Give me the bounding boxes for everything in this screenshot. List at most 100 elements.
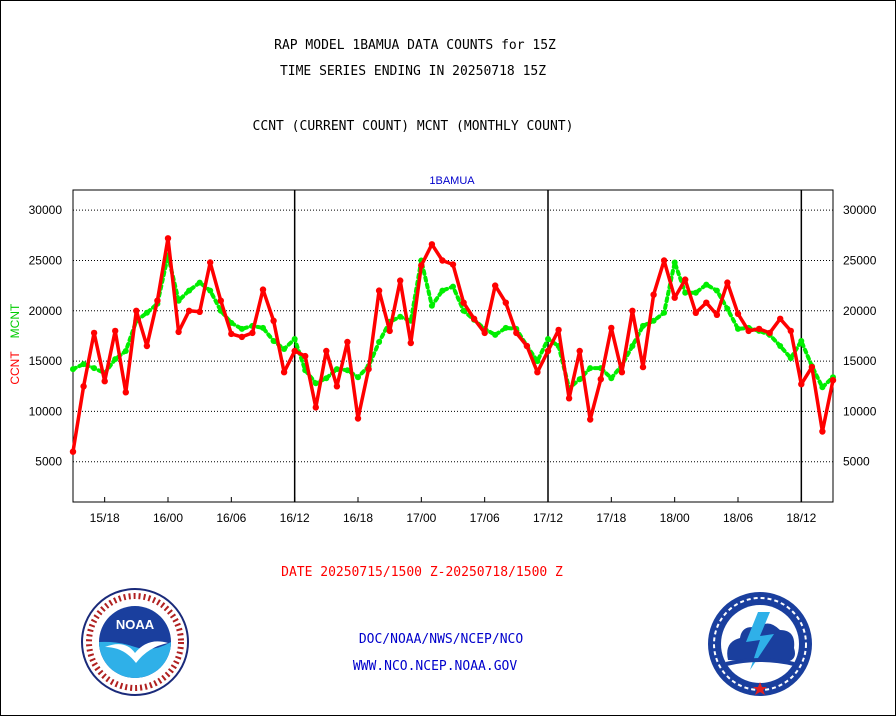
- data-point-mcnt: [661, 309, 668, 316]
- data-point-mcnt: [787, 355, 794, 362]
- data-point-ccnt: [386, 327, 393, 335]
- data-point-ccnt: [90, 329, 98, 337]
- data-point-ccnt: [587, 416, 594, 423]
- data-point-mcnt: [439, 287, 446, 294]
- noaa-logo-text: NOAA: [116, 617, 155, 632]
- y-tick-label-left: 5000: [35, 455, 62, 469]
- x-tick-label: 16/00: [153, 511, 183, 525]
- data-point-mcnt: [397, 313, 404, 320]
- data-point-ccnt: [671, 294, 678, 301]
- data-point-mcnt: [576, 376, 583, 383]
- data-point-ccnt: [502, 299, 509, 306]
- data-point-ccnt: [164, 235, 172, 242]
- data-point-mcnt: [186, 287, 193, 294]
- x-tick-label: 18/00: [660, 511, 690, 525]
- data-point-mcnt: [682, 289, 689, 296]
- chart-header-line3: CCNT (CURRENT COUNT) MCNT (MONTHLY COUNT…: [252, 119, 574, 134]
- data-point-mcnt: [692, 289, 699, 296]
- data-point-mcnt: [428, 302, 435, 309]
- y-tick-label-right: 30000: [843, 203, 877, 217]
- x-tick-label: 15/18: [90, 511, 120, 525]
- data-point-mcnt: [281, 346, 288, 352]
- data-point-ccnt: [407, 339, 414, 347]
- data-point-mcnt: [534, 358, 541, 365]
- y-tick-label-right: 5000: [843, 455, 870, 469]
- y-tick-label-right: 10000: [843, 404, 877, 418]
- data-point-ccnt: [143, 342, 151, 350]
- data-point-ccnt: [555, 326, 562, 334]
- data-point-mcnt: [819, 384, 826, 391]
- data-point-ccnt: [576, 347, 583, 355]
- x-tick-label: 16/12: [280, 511, 310, 525]
- data-point-ccnt: [660, 257, 668, 264]
- data-point-ccnt: [428, 241, 436, 248]
- data-point-mcnt: [143, 309, 150, 316]
- data-point-ccnt: [724, 279, 731, 286]
- data-point-ccnt: [597, 376, 604, 383]
- y-tick-label-left: 30000: [29, 203, 63, 217]
- y-tick-label-right: 25000: [843, 253, 877, 267]
- series-line-ccnt: [71, 236, 835, 452]
- data-point-mcnt: [312, 380, 319, 387]
- data-point-ccnt: [608, 324, 615, 332]
- y-tick-label-left: 20000: [29, 304, 63, 318]
- data-point-ccnt: [302, 352, 309, 360]
- data-point-mcnt: [460, 307, 467, 314]
- x-tick-label: 16/06: [216, 511, 246, 525]
- data-point-mcnt: [70, 366, 76, 373]
- data-point-mcnt: [650, 317, 657, 324]
- chart-header-line2: TIME SERIES ENDING IN 20250718 15Z: [279, 64, 547, 79]
- data-point-mcnt: [608, 375, 615, 382]
- y-tick-label-left: 25000: [29, 253, 63, 267]
- data-point-mcnt: [344, 367, 351, 374]
- data-point-mcnt: [492, 331, 499, 338]
- x-tick-label: 17/12: [533, 511, 563, 525]
- data-point-ccnt: [734, 310, 742, 317]
- data-point-mcnt: [207, 287, 214, 294]
- data-point-mcnt: [629, 343, 636, 349]
- data-point-mcnt: [333, 366, 340, 373]
- data-point-mcnt: [91, 365, 98, 372]
- data-point-ccnt: [481, 329, 488, 337]
- data-point-ccnt: [154, 297, 161, 304]
- data-point-mcnt: [545, 336, 551, 342]
- data-point-ccnt: [112, 327, 119, 335]
- data-point-ccnt: [798, 381, 805, 388]
- data-point-ccnt: [755, 325, 763, 333]
- data-point-ccnt: [682, 276, 689, 283]
- data-point-ccnt: [185, 307, 193, 314]
- data-point-mcnt: [291, 336, 298, 342]
- footer-url-link[interactable]: WWW.NCO.NCEP.NOAA.GOV: [352, 659, 518, 674]
- x-tick-label: 18/06: [723, 511, 753, 525]
- chart-title: 1BAMUA: [429, 175, 475, 187]
- grid-layer: [73, 209, 833, 463]
- data-point-ccnt: [365, 365, 372, 373]
- data-point-ccnt: [375, 287, 383, 294]
- data-point-mcnt: [640, 322, 646, 329]
- data-point-ccnt: [766, 329, 773, 337]
- data-point-ccnt: [470, 315, 478, 322]
- series-line-mcnt: [71, 253, 835, 391]
- series-layer: [69, 235, 837, 455]
- data-point-ccnt: [534, 369, 541, 376]
- data-point-mcnt: [196, 279, 203, 286]
- data-point-ccnt: [565, 395, 573, 402]
- data-point-mcnt: [80, 361, 87, 368]
- footer-org-label: DOC/NOAA/NWS/NCEP/NCO: [358, 632, 524, 647]
- data-point-ccnt: [777, 315, 784, 322]
- x-tick-label: 17/18: [596, 511, 626, 525]
- data-point-ccnt: [513, 329, 520, 337]
- data-point-ccnt: [397, 277, 404, 284]
- data-point-ccnt: [618, 369, 626, 376]
- data-point-ccnt: [259, 286, 267, 293]
- data-point-mcnt: [798, 338, 805, 344]
- data-point-ccnt: [228, 330, 235, 338]
- data-point-mcnt: [777, 343, 784, 349]
- data-point-ccnt: [196, 308, 203, 315]
- data-point-ccnt: [312, 404, 319, 411]
- data-point-mcnt: [175, 297, 182, 304]
- x-tick-label: 17/00: [406, 511, 436, 525]
- data-point-mcnt: [323, 375, 330, 382]
- data-point-ccnt: [639, 363, 647, 371]
